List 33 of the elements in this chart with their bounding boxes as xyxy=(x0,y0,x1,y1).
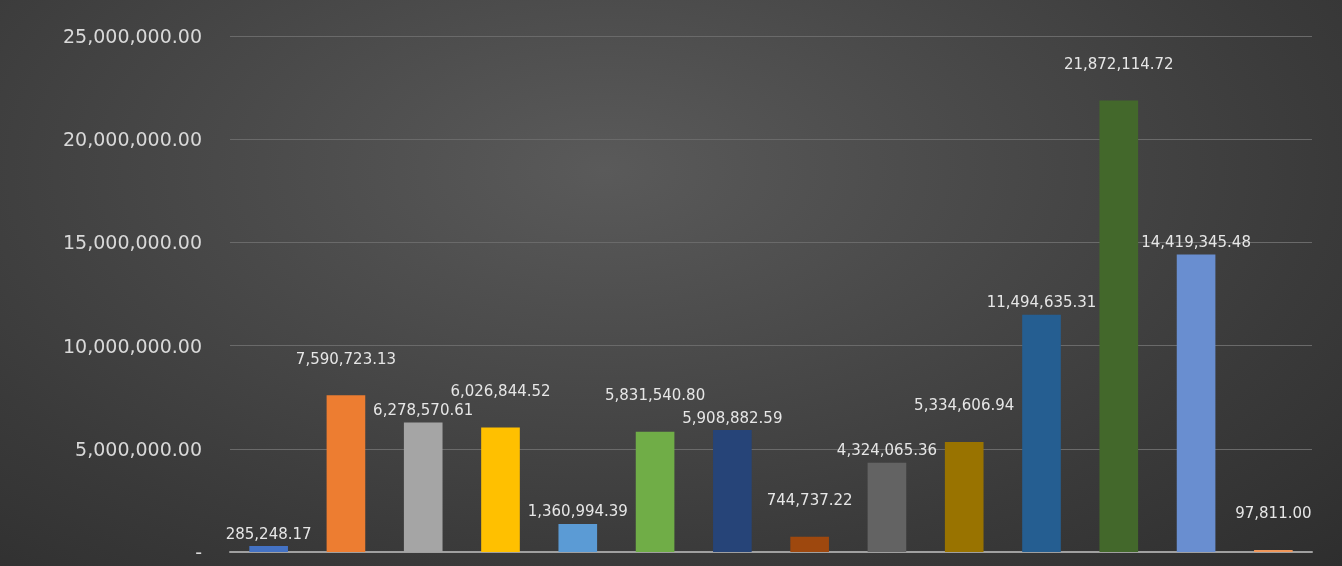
y-tick-label: 5,000,000.00 xyxy=(75,437,202,460)
bar xyxy=(1022,314,1061,552)
bar xyxy=(249,546,288,552)
data-label: 7,590,723.13 xyxy=(295,349,397,368)
bar xyxy=(790,536,829,552)
data-label: 11,494,635.31 xyxy=(986,293,1097,312)
y-tick-label: - xyxy=(195,541,202,563)
data-label: 6,278,570.61 xyxy=(373,400,474,419)
data-label: 5,334,606.94 xyxy=(914,396,1015,415)
y-tick-label: 20,000,000.00 xyxy=(62,128,202,151)
data-label: 97,811.00 xyxy=(1235,504,1312,523)
y-tick-label: 15,000,000.00 xyxy=(62,231,202,254)
data-label: 6,026,844.52 xyxy=(450,382,551,401)
data-label: 744,737.22 xyxy=(766,491,853,510)
data-label: 285,248.17 xyxy=(225,524,312,543)
data-label: 14,419,345.48 xyxy=(1141,232,1251,251)
bar xyxy=(481,427,520,552)
y-tick-label: 10,000,000.00 xyxy=(62,334,202,357)
y-tick-label: 25,000,000.00 xyxy=(62,25,202,47)
data-label: 5,908,882.59 xyxy=(682,408,783,427)
data-label: 1,360,994.39 xyxy=(527,502,628,521)
bar xyxy=(1254,549,1293,552)
bar xyxy=(635,431,675,552)
bar xyxy=(944,441,984,552)
bar xyxy=(867,462,907,552)
data-label: 4,324,065.36 xyxy=(836,441,938,460)
bar xyxy=(713,430,752,552)
bar xyxy=(1176,254,1216,552)
bar xyxy=(1099,100,1139,552)
bar xyxy=(558,523,598,552)
bar xyxy=(326,395,366,552)
data-label: 5,831,540.80 xyxy=(604,386,706,405)
data-label: 21,872,114.72 xyxy=(1063,55,1174,74)
